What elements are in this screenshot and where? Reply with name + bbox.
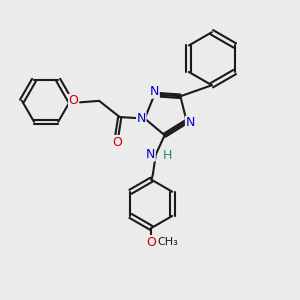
Text: O: O [112, 136, 122, 148]
Text: CH₃: CH₃ [157, 237, 178, 247]
Text: N: N [146, 148, 155, 161]
Text: N: N [136, 112, 146, 125]
Text: O: O [69, 94, 78, 107]
Text: N: N [150, 85, 159, 98]
Text: O: O [146, 236, 156, 249]
Text: H: H [162, 149, 172, 162]
Text: N: N [185, 116, 195, 129]
